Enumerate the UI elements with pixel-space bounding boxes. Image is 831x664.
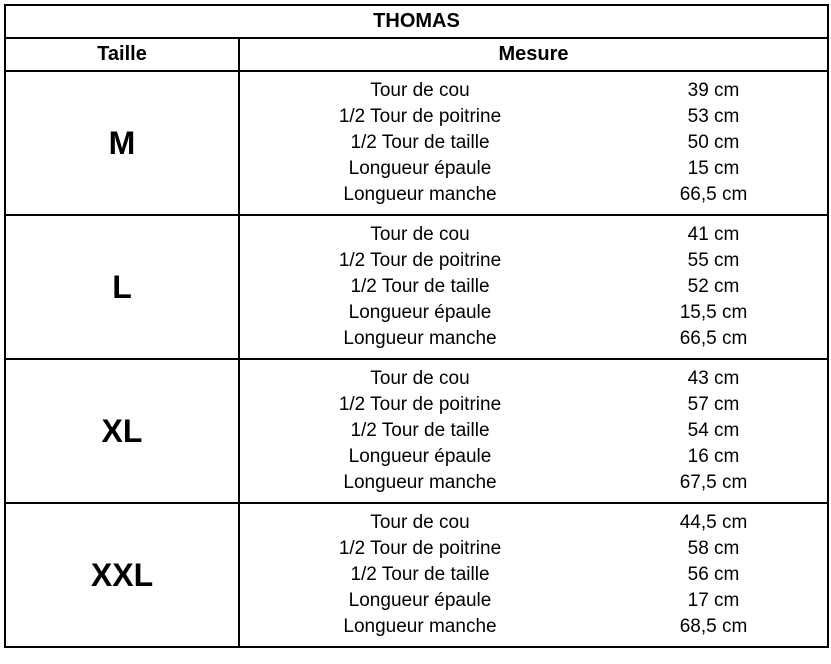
measure-line: Longueur manche67,5 cm bbox=[240, 470, 827, 496]
measure-name: Longueur épaule bbox=[240, 300, 600, 326]
measure-value: 15 cm bbox=[600, 156, 827, 182]
measure-line: 1/2 Tour de taille56 cm bbox=[240, 562, 827, 588]
measure-cell: Tour de cou41 cm1/2 Tour de poitrine55 c… bbox=[239, 215, 828, 359]
measure-name: Longueur épaule bbox=[240, 588, 600, 614]
measure-name: 1/2 Tour de poitrine bbox=[240, 104, 600, 130]
measure-line: Longueur manche68,5 cm bbox=[240, 614, 827, 640]
measure-name: Longueur manche bbox=[240, 326, 600, 352]
measure-value: 52 cm bbox=[600, 274, 827, 300]
measure-name: 1/2 Tour de taille bbox=[240, 562, 600, 588]
measure-value: 53 cm bbox=[600, 104, 827, 130]
header-size: Taille bbox=[5, 38, 239, 71]
measure-value: 43 cm bbox=[600, 366, 827, 392]
measure-value: 15,5 cm bbox=[600, 300, 827, 326]
measure-name: Longueur manche bbox=[240, 470, 600, 496]
measure-cell: Tour de cou44,5 cm1/2 Tour de poitrine58… bbox=[239, 503, 828, 647]
measure-name: Longueur épaule bbox=[240, 444, 600, 470]
measure-line: 1/2 Tour de poitrine53 cm bbox=[240, 104, 827, 130]
measure-name: 1/2 Tour de poitrine bbox=[240, 536, 600, 562]
measure-name: 1/2 Tour de poitrine bbox=[240, 392, 600, 418]
size-cell: L bbox=[5, 215, 239, 359]
measure-name: Tour de cou bbox=[240, 78, 600, 104]
title-row: THOMAS bbox=[5, 5, 828, 38]
measure-value: 50 cm bbox=[600, 130, 827, 156]
size-chart-table: THOMAS Taille Mesure MTour de cou39 cm1/… bbox=[4, 4, 829, 648]
measure-name: 1/2 Tour de poitrine bbox=[240, 248, 600, 274]
measure-line: 1/2 Tour de poitrine57 cm bbox=[240, 392, 827, 418]
size-cell: XXL bbox=[5, 503, 239, 647]
measure-value: 16 cm bbox=[600, 444, 827, 470]
header-row: Taille Mesure bbox=[5, 38, 828, 71]
measure-line: Tour de cou39 cm bbox=[240, 78, 827, 104]
measure-value: 57 cm bbox=[600, 392, 827, 418]
measure-name: Longueur épaule bbox=[240, 156, 600, 182]
measure-value: 68,5 cm bbox=[600, 614, 827, 640]
measure-line: 1/2 Tour de taille54 cm bbox=[240, 418, 827, 444]
measure-line: Longueur épaule15,5 cm bbox=[240, 300, 827, 326]
measure-line: Longueur manche66,5 cm bbox=[240, 326, 827, 352]
table-row: XLTour de cou43 cm1/2 Tour de poitrine57… bbox=[5, 359, 828, 503]
measure-name: Tour de cou bbox=[240, 222, 600, 248]
measure-name: 1/2 Tour de taille bbox=[240, 418, 600, 444]
table-row: MTour de cou39 cm1/2 Tour de poitrine53 … bbox=[5, 71, 828, 215]
measure-value: 66,5 cm bbox=[600, 326, 827, 352]
measure-cell: Tour de cou39 cm1/2 Tour de poitrine53 c… bbox=[239, 71, 828, 215]
measure-line: Tour de cou44,5 cm bbox=[240, 510, 827, 536]
measure-line: 1/2 Tour de poitrine55 cm bbox=[240, 248, 827, 274]
measure-line: Longueur épaule16 cm bbox=[240, 444, 827, 470]
size-cell: XL bbox=[5, 359, 239, 503]
size-cell: M bbox=[5, 71, 239, 215]
table-row: LTour de cou41 cm1/2 Tour de poitrine55 … bbox=[5, 215, 828, 359]
table-row: XXLTour de cou44,5 cm1/2 Tour de poitrin… bbox=[5, 503, 828, 647]
measure-value: 39 cm bbox=[600, 78, 827, 104]
measure-name: Tour de cou bbox=[240, 366, 600, 392]
header-measure: Mesure bbox=[239, 38, 828, 71]
measure-cell: Tour de cou43 cm1/2 Tour de poitrine57 c… bbox=[239, 359, 828, 503]
measure-value: 66,5 cm bbox=[600, 182, 827, 208]
measure-name: 1/2 Tour de taille bbox=[240, 274, 600, 300]
measure-name: Tour de cou bbox=[240, 510, 600, 536]
table-title: THOMAS bbox=[5, 5, 828, 38]
measure-value: 41 cm bbox=[600, 222, 827, 248]
measure-line: Longueur épaule17 cm bbox=[240, 588, 827, 614]
measure-line: 1/2 Tour de taille50 cm bbox=[240, 130, 827, 156]
measure-name: 1/2 Tour de taille bbox=[240, 130, 600, 156]
measure-value: 55 cm bbox=[600, 248, 827, 274]
measure-line: Longueur épaule15 cm bbox=[240, 156, 827, 182]
measure-name: Longueur manche bbox=[240, 614, 600, 640]
measure-line: Tour de cou41 cm bbox=[240, 222, 827, 248]
measure-line: 1/2 Tour de poitrine58 cm bbox=[240, 536, 827, 562]
measure-name: Longueur manche bbox=[240, 182, 600, 208]
measure-value: 44,5 cm bbox=[600, 510, 827, 536]
measure-line: Longueur manche66,5 cm bbox=[240, 182, 827, 208]
measure-value: 67,5 cm bbox=[600, 470, 827, 496]
measure-value: 56 cm bbox=[600, 562, 827, 588]
measure-value: 17 cm bbox=[600, 588, 827, 614]
measure-line: 1/2 Tour de taille52 cm bbox=[240, 274, 827, 300]
measure-line: Tour de cou43 cm bbox=[240, 366, 827, 392]
measure-value: 58 cm bbox=[600, 536, 827, 562]
measure-value: 54 cm bbox=[600, 418, 827, 444]
